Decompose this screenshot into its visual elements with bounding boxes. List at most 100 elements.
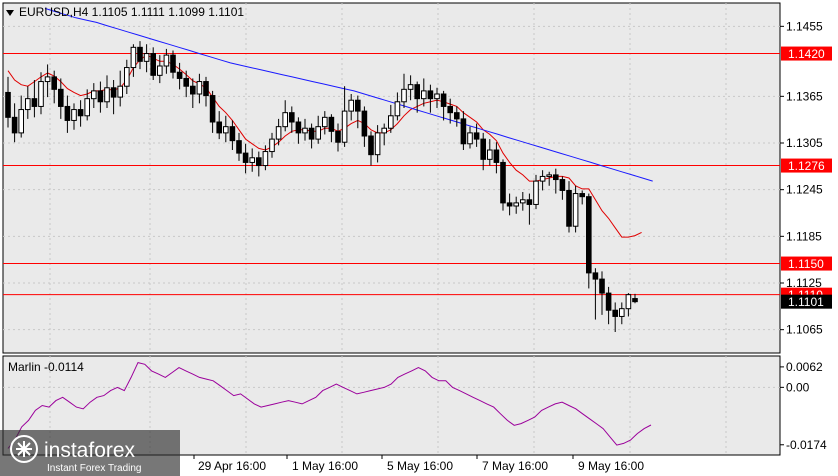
bullish-candle bbox=[130, 46, 137, 69]
oscillator bbox=[7, 362, 652, 449]
price-tick-label: 1.1185 bbox=[786, 229, 822, 243]
bearish-candle bbox=[355, 99, 361, 112]
price-tag: 1.1150 bbox=[781, 256, 832, 271]
bearish-candle bbox=[605, 292, 612, 311]
bullish-candle bbox=[341, 110, 348, 143]
bullish-candle bbox=[401, 88, 407, 103]
bullish-candle bbox=[348, 99, 354, 112]
bearish-candle bbox=[599, 278, 605, 294]
bearish-candle bbox=[236, 140, 242, 154]
bearish-candle bbox=[137, 46, 143, 62]
bearish-candle bbox=[454, 112, 460, 120]
bearish-candle bbox=[64, 105, 71, 121]
price-plot-area[interactable] bbox=[2, 2, 781, 354]
bullish-candle bbox=[539, 175, 546, 182]
bearish-candle bbox=[632, 298, 638, 303]
bearish-candle bbox=[526, 199, 533, 205]
price-tag-background bbox=[781, 158, 832, 173]
bullish-candle bbox=[381, 127, 387, 134]
bullish-candle bbox=[434, 93, 440, 100]
bearish-candle bbox=[361, 110, 368, 137]
bullish-candle bbox=[625, 294, 632, 310]
bullish-candle bbox=[388, 115, 394, 129]
bullish-candle bbox=[269, 138, 275, 153]
slow-moving-average-line bbox=[44, 7, 653, 182]
bullish-candle bbox=[275, 126, 282, 140]
watermark: instaforex Instant Forex Trading bbox=[0, 430, 180, 476]
bearish-candle bbox=[335, 130, 341, 143]
bullish-candle bbox=[315, 126, 321, 140]
bearish-candle bbox=[308, 127, 315, 140]
symbol-header: EURUSD,H4 1.1105 1.1111 1.1099 1.1101 bbox=[6, 5, 244, 19]
bullish-candle bbox=[572, 193, 579, 227]
bullish-candle bbox=[421, 90, 427, 100]
price-tick-label: 1.1305 bbox=[786, 136, 823, 150]
bullish-candle bbox=[38, 81, 44, 107]
bearish-candle bbox=[328, 116, 335, 132]
indicator-tick-label: 0.0062 bbox=[786, 360, 823, 374]
bearish-candle bbox=[176, 71, 183, 79]
price-tag: 1.1101 bbox=[781, 294, 832, 309]
bearish-candle bbox=[440, 93, 447, 107]
indicator-tick-label: -0.0174 bbox=[786, 438, 827, 452]
bullish-candle bbox=[487, 149, 493, 160]
bullish-candle bbox=[25, 98, 31, 111]
bearish-candle bbox=[506, 202, 513, 207]
bearish-candle bbox=[150, 53, 156, 76]
price-tick-label: 1.1455 bbox=[786, 19, 823, 33]
price-tag-background bbox=[781, 46, 832, 61]
dropdown-triangle-icon[interactable] bbox=[6, 10, 14, 16]
price-tick-label: 1.1245 bbox=[786, 183, 823, 197]
watermark-tagline: Instant Forex Trading bbox=[47, 463, 142, 474]
bullish-candle bbox=[249, 157, 255, 163]
bullish-candle bbox=[513, 202, 520, 207]
bearish-candle bbox=[480, 138, 486, 160]
bullish-candle bbox=[71, 109, 77, 121]
instaforex-logo-icon bbox=[10, 435, 38, 463]
bullish-candle bbox=[143, 53, 150, 62]
bearish-candle bbox=[368, 135, 374, 156]
time-axis-label: 29 Apr 16:00 bbox=[198, 459, 266, 473]
bullish-candle bbox=[619, 308, 625, 317]
price-axis: 1.1455 1.1365 1.1305 1.1245 1.1185 1.1125 1.10… bbox=[780, 19, 823, 337]
bearish-candle bbox=[553, 174, 559, 181]
bearish-candle bbox=[51, 76, 58, 90]
bearish-candle bbox=[460, 118, 467, 145]
bearish-candle bbox=[586, 196, 592, 274]
time-axis-label: 5 May 16:00 bbox=[387, 459, 453, 473]
price-tag: 1.1420 bbox=[781, 46, 832, 61]
bullish-candle bbox=[18, 109, 24, 134]
time-axis-label: 7 May 16:00 bbox=[482, 459, 548, 473]
price-tag-label: 1.1101 bbox=[788, 295, 824, 309]
time-axis-label: 1 May 16:00 bbox=[292, 459, 358, 473]
price-tick-label: 1.1365 bbox=[786, 89, 823, 103]
indicator-tick-label: 0.00 bbox=[786, 380, 810, 394]
symbol-info: EURUSD,H4 1.1105 1.1111 1.1099 1.1101 bbox=[19, 5, 244, 19]
bearish-candle bbox=[295, 121, 302, 134]
bearish-candle bbox=[427, 90, 434, 100]
bearish-candle bbox=[110, 87, 117, 98]
bullish-candle bbox=[302, 127, 308, 134]
price-tag-label: 1.1150 bbox=[788, 257, 824, 271]
bullish-candle bbox=[467, 132, 473, 145]
indicator-name: Marlin -0.0114 bbox=[8, 360, 84, 374]
bearish-candle bbox=[5, 91, 11, 118]
bullish-candle bbox=[533, 180, 539, 205]
oscillator-line bbox=[7, 362, 652, 449]
bearish-candle bbox=[256, 157, 262, 167]
bullish-candle bbox=[157, 65, 163, 76]
bearish-candle bbox=[190, 85, 196, 95]
bearish-candle bbox=[592, 272, 599, 280]
price-tag-background bbox=[781, 294, 832, 309]
bearish-candle bbox=[559, 179, 566, 191]
price-tag-background bbox=[781, 256, 832, 271]
bullish-candle bbox=[223, 126, 229, 134]
bullish-candle bbox=[44, 76, 51, 83]
bearish-candle bbox=[579, 193, 586, 198]
bullish-candle bbox=[262, 151, 269, 167]
bearish-candle bbox=[500, 161, 506, 204]
bullish-candle bbox=[84, 98, 91, 117]
watermark-brand: instaforex bbox=[44, 439, 136, 462]
time-axis: 29 Apr 16:00 1 May 16:00 5 May 16:00 7 May … bbox=[193, 455, 644, 473]
bullish-candle bbox=[163, 54, 170, 67]
